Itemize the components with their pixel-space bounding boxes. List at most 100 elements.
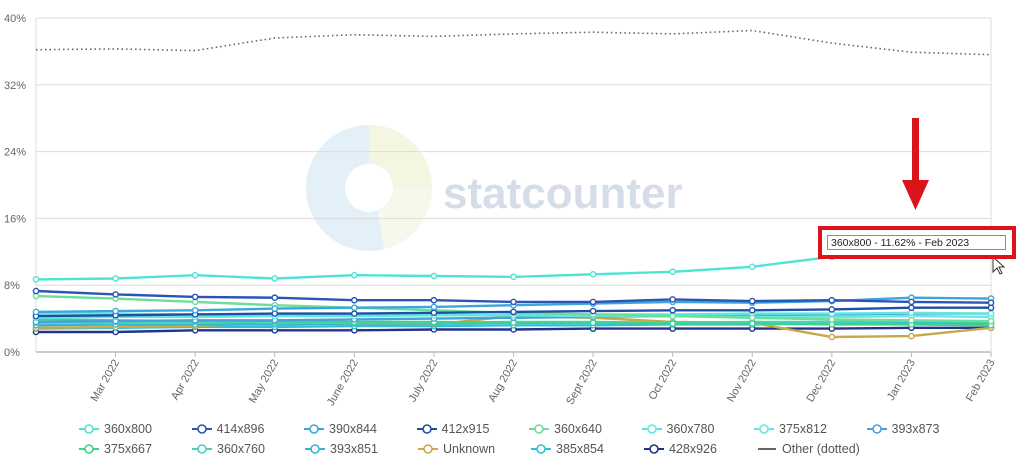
x-tick-label: July 2022 [407,358,441,405]
data-point [32,276,40,283]
y-tick-label: 24% [4,147,26,159]
y-tick-label: 16% [4,213,26,225]
legend-label: 414x896 [216,422,265,436]
data-point [589,271,597,278]
legend-item[interactable]: 375x812 [753,419,866,439]
legend-swatch-icon [79,424,99,434]
data-point [589,307,597,315]
y-tick-label: 0% [4,347,20,359]
data-point [748,320,756,327]
x-tick-label: Feb 2023 [964,358,998,404]
legend-item[interactable]: Other (dotted) [756,439,869,459]
data-point [987,310,995,317]
legend-row: 360x800 414x896 390x844 412x915 360x640 360x7… [78,419,978,439]
data-point [430,296,438,304]
legend-swatch-icon [418,444,438,454]
data-point [191,306,199,314]
legend-label: 428x926 [669,442,717,456]
legend-item[interactable]: 393x851 [304,439,417,459]
legend-label: 393x873 [891,422,940,436]
legend-label: 375x812 [779,422,827,436]
data-point [669,268,676,276]
data-point [271,305,279,312]
x-tick-label: Nov 2022 [725,358,759,405]
series-line-other-dotted- [35,29,992,56]
legend-swatch-icon [531,444,551,454]
legend-label: 393x851 [330,442,378,456]
legend-label: 360x780 [666,422,715,436]
legend-item[interactable]: 428x926 [643,439,756,459]
legend-label: 390x844 [329,422,377,436]
data-point [669,306,676,314]
data-point [987,317,995,325]
data-point [351,271,358,279]
legend-swatch-icon [758,448,776,450]
legend-item[interactable]: Unknown [417,439,530,459]
legend-label: Unknown [443,442,496,456]
data-point [748,306,756,314]
x-tick-label: Mar 2022 [89,358,123,404]
legend-label: Other (dotted) [782,442,860,456]
y-tick-label: 32% [4,80,26,92]
data-point [908,304,915,312]
legend-swatch-icon [866,424,887,434]
legend-label: 360x800 [104,422,152,436]
mouse-cursor-icon [992,255,1006,275]
watermark-text: statcounter [443,169,683,218]
data-point [589,319,597,327]
legend-item[interactable]: 360x760 [191,439,304,459]
legend-label: 385x854 [556,442,604,456]
x-tick-label: June 2022 [325,358,361,409]
legend-swatch-icon [191,424,212,434]
legend-item[interactable]: 390x844 [303,419,416,439]
tooltip: 360x800 - 11.62% - Feb 2023 [827,235,1006,250]
legend-swatch-icon [304,424,324,434]
data-point [510,273,517,281]
data-point [32,308,40,316]
x-tick-label: Sept 2022 [564,358,599,407]
data-point [828,306,836,313]
data-point [510,298,517,306]
data-point [32,287,40,295]
legend-swatch-icon [192,444,212,454]
data-point [828,296,836,304]
legend-swatch-icon [416,424,437,434]
data-point [430,309,438,317]
legend-item[interactable]: 375x667 [78,439,191,459]
legend-item[interactable]: 360x640 [528,419,641,439]
data-point [112,307,119,315]
x-tick-label: Jan 2023 [885,358,918,403]
data-point [271,294,279,302]
legend-row: 375x667 360x760 393x851 Unknown 385x854 428x9… [78,439,978,459]
legend-swatch-icon [644,444,664,454]
data-point [828,333,836,341]
legend-label: 412x915 [441,422,490,436]
y-tick-label: 8% [4,280,20,292]
legend-item[interactable]: 360x780 [641,419,754,439]
data-point [351,310,358,317]
data-point [510,308,517,316]
data-point [589,298,597,306]
legend-item[interactable]: 385x854 [530,439,643,459]
legend-item[interactable]: 412x915 [416,419,529,439]
legend-item[interactable]: 393x873 [866,419,979,439]
legend-item[interactable]: 360x800 [78,419,191,439]
legend-swatch-icon [641,424,662,434]
legend-label: 360x760 [217,442,265,456]
data-point [908,298,915,306]
data-point [271,275,279,282]
x-tick-label: May 2022 [247,358,282,406]
data-point [908,332,915,340]
data-point [191,293,199,301]
data-point [669,320,676,327]
data-point [191,271,199,279]
x-tick-label: Dec 2022 [804,358,838,405]
series-layer [32,29,995,341]
data-point [351,304,358,312]
data-point [112,275,119,282]
data-point [828,316,836,323]
x-tick-label: Aug 2022 [486,358,520,405]
legend-item[interactable]: 414x896 [191,419,304,439]
